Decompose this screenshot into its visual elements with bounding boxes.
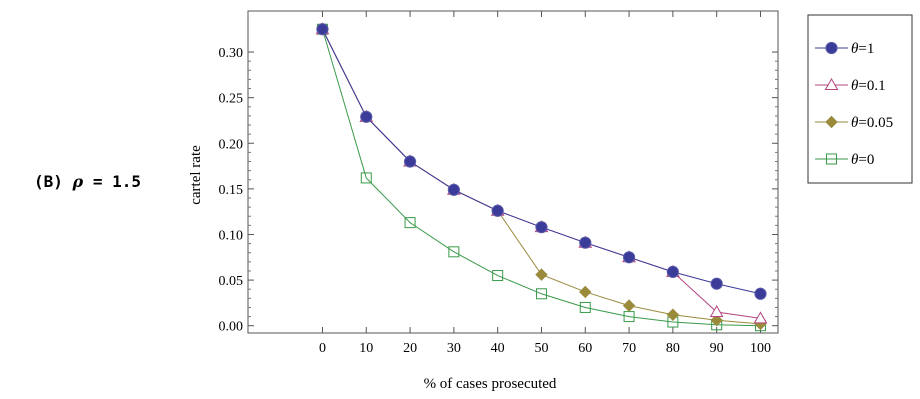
legend-marker: [825, 41, 838, 55]
x-axis-label: % of cases prosecuted: [424, 376, 557, 392]
legend-theta-value: =1: [858, 41, 874, 57]
y-tick-label: 0.30: [219, 46, 244, 61]
legend-marker: [825, 115, 838, 129]
data-point: [404, 217, 416, 229]
legend-label: θ=0: [851, 152, 874, 168]
series-square: [316, 23, 766, 332]
data-point: [448, 246, 460, 258]
rho-symbol: ρ: [72, 172, 84, 191]
series-diamond: [316, 23, 767, 331]
data-point: [579, 285, 592, 299]
x-tick-label: 10: [359, 341, 373, 356]
data-point: [535, 221, 548, 234]
legend-theta-symbol: θ: [851, 152, 859, 168]
data-point: [754, 287, 767, 300]
legend-marker: [826, 153, 837, 165]
legend-label: θ=0.1: [851, 78, 886, 94]
legend-theta-symbol: θ: [851, 115, 859, 131]
legend-theta-value: =0.05: [858, 115, 893, 131]
plot-area-border: [247, 10, 779, 334]
legend: θ=1θ=0.1θ=0.05θ=0: [807, 14, 913, 184]
data-point: [535, 268, 548, 281]
x-axis-ticks: 0 10 20 30 40 50 60 70 80 90 100: [319, 11, 771, 356]
data-point: [709, 305, 724, 318]
legend-item-diamond: θ=0.05: [815, 115, 893, 131]
data-point: [753, 311, 768, 324]
legend-marker: [824, 77, 839, 90]
data-point: [579, 236, 592, 249]
x-tick-label: 40: [491, 341, 505, 356]
x-tick-label: 50: [534, 341, 548, 356]
x-tick-label: 30: [447, 341, 461, 356]
data-point: [666, 308, 680, 321]
data-point: [447, 183, 460, 196]
data-point: [360, 172, 372, 184]
x-tick-label: 0: [319, 341, 326, 356]
series-layer: [315, 22, 768, 332]
x-tick-label: 60: [578, 341, 592, 356]
data-point: [710, 277, 723, 290]
legend-label: θ=1: [851, 41, 874, 57]
x-tick-label: 100: [750, 341, 771, 356]
data-point: [360, 110, 373, 123]
y-axis-ticks: 0.00 0.05 0.10 0.15 0.20 0.25 0.30: [219, 46, 778, 335]
legend-label: θ=0.05: [851, 115, 893, 131]
y-tick-label: 0.25: [219, 92, 244, 107]
data-point: [622, 251, 636, 264]
x-tick-label: 80: [666, 341, 680, 356]
series-line: [321, 29, 761, 327]
data-point: [579, 301, 591, 313]
series-line: [322, 29, 761, 295]
legend-theta-symbol: θ: [851, 41, 859, 57]
y-tick-label: 0.15: [219, 183, 244, 198]
legend-theta-value: =0.1: [858, 78, 885, 94]
y-axis-label: cartel rate: [188, 145, 204, 205]
x-tick-label: 20: [403, 341, 417, 356]
x-tick-label: 90: [710, 341, 724, 356]
data-point: [403, 155, 417, 168]
legend-item-triangle: θ=0.1: [815, 77, 886, 94]
series-circle: [316, 23, 767, 300]
data-point: [491, 204, 504, 217]
legend-theta-symbol: θ: [851, 78, 859, 94]
data-point: [492, 270, 504, 282]
legend-item-circle: θ=1: [815, 41, 874, 57]
data-point: [316, 23, 329, 36]
plot-frame: [247, 10, 779, 334]
y-tick-label: 0.00: [219, 320, 244, 335]
data-point: [666, 265, 679, 278]
panel-prefix: (B): [34, 172, 63, 191]
legend-item-square: θ=0: [815, 152, 874, 168]
panel-rho-value: = 1.5: [83, 172, 141, 191]
y-tick-label: 0.05: [219, 274, 244, 289]
y-tick-label: 0.20: [219, 137, 244, 152]
data-point: [535, 288, 547, 300]
panel-label: (B) ρ = 1.5: [34, 172, 141, 191]
legend-theta-value: =0: [858, 152, 874, 168]
x-tick-label: 70: [622, 341, 636, 356]
data-point: [710, 314, 723, 327]
data-point: [622, 299, 636, 312]
y-tick-label: 0.10: [219, 228, 244, 243]
legend-box: [807, 14, 913, 184]
